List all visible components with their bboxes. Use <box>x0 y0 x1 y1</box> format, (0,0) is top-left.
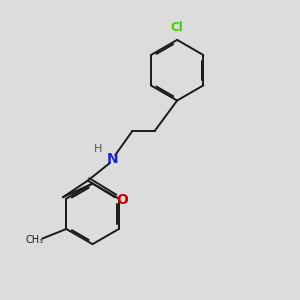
Text: CH₃: CH₃ <box>25 235 44 245</box>
Text: H: H <box>94 144 103 154</box>
Text: Cl: Cl <box>171 21 184 34</box>
Text: O: O <box>116 194 128 207</box>
Text: N: N <box>107 152 118 166</box>
